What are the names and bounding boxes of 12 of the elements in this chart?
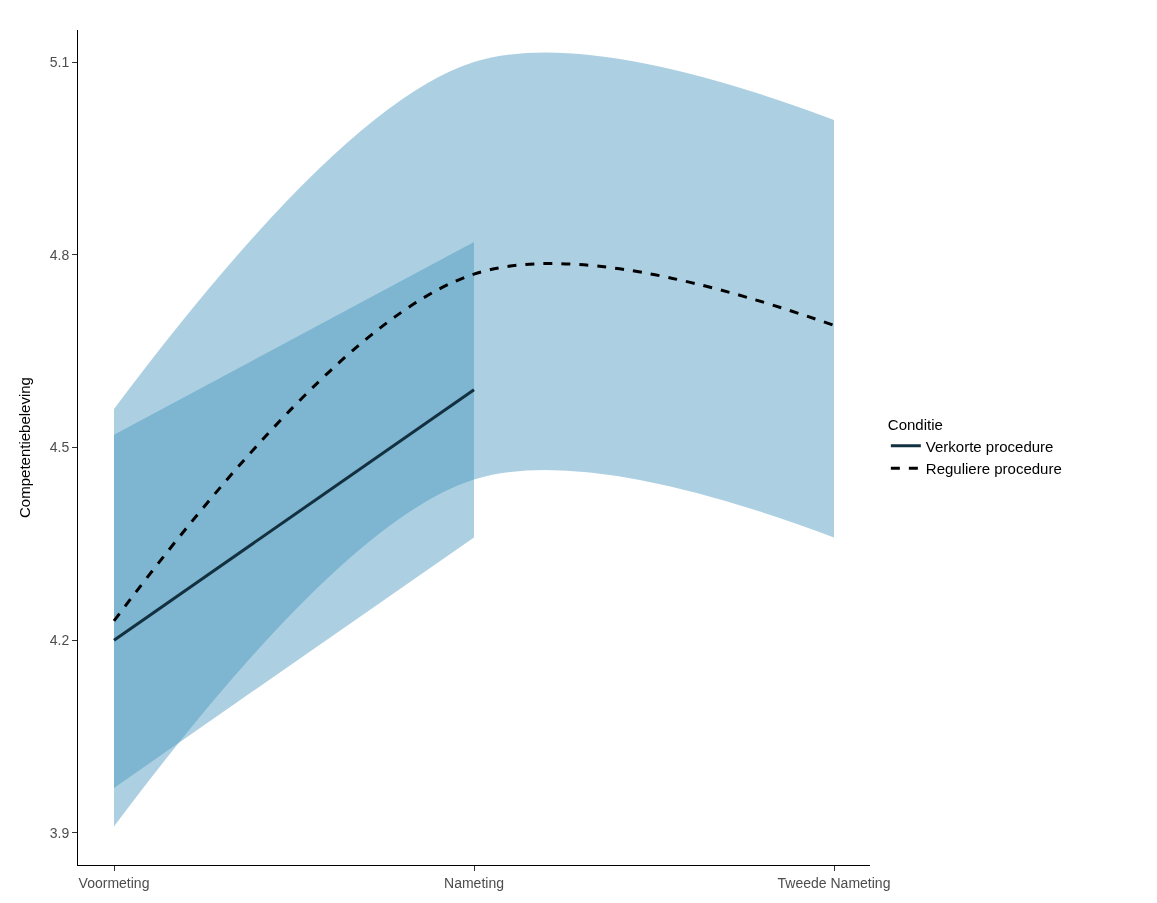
y-tick-label: 4.8: [49, 246, 70, 263]
legend-label: Verkorte procedure: [925, 437, 1054, 455]
y-tick-label: 4.5: [49, 439, 70, 456]
y-axis-title: Competentiebeleving: [15, 377, 33, 518]
x-tick-label: Voormeting: [78, 874, 150, 891]
x-tick-label: Tweede Nameting: [777, 874, 891, 891]
x-tick-label: Nameting: [444, 874, 504, 891]
y-tick-label: 5.1: [49, 54, 70, 71]
legend-label: Reguliere procedure: [925, 460, 1062, 478]
legend-title: Conditie: [887, 415, 943, 433]
y-tick-label: 3.9: [49, 824, 70, 841]
y-tick-label: 4.2: [49, 632, 70, 649]
